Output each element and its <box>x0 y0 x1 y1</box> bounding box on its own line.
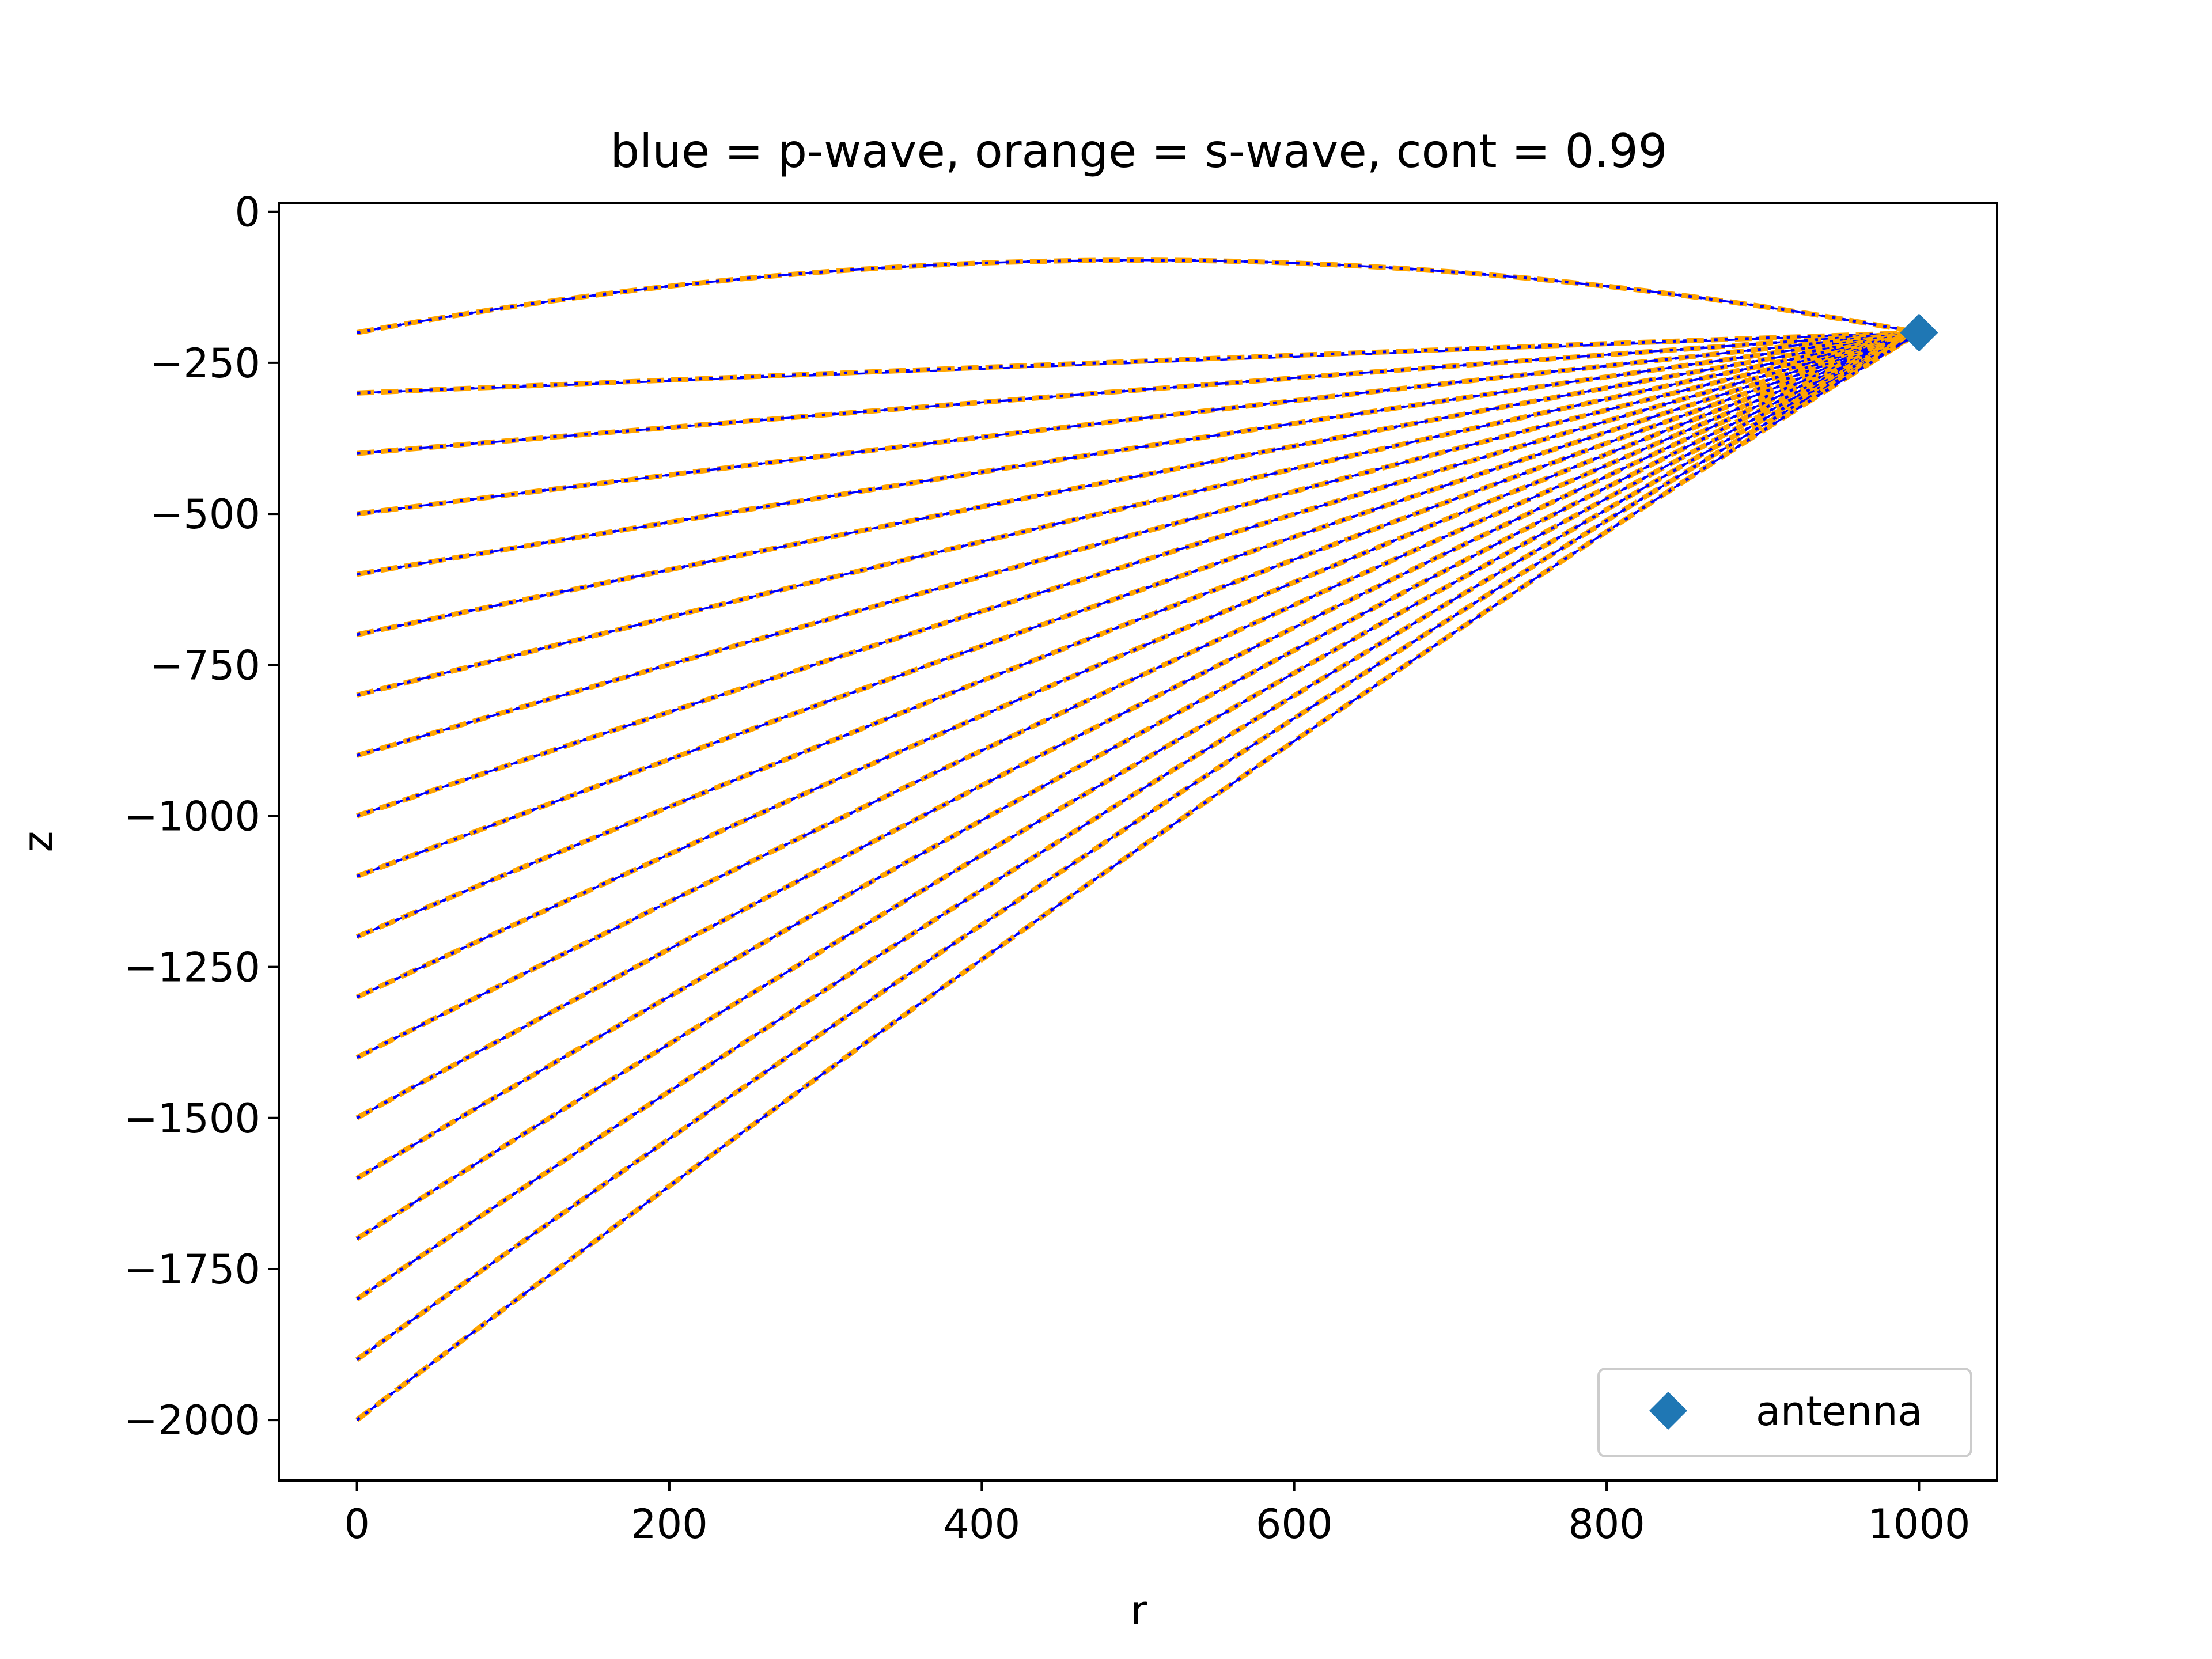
p-wave-ray-dotted-14 <box>356 331 1920 1180</box>
p-wave-ray-solid-16 <box>356 331 1920 1300</box>
p-wave-ray-dotted-18 <box>356 331 1920 1422</box>
s-wave-ray-0 <box>356 257 1920 335</box>
p-wave-ray-dotted-0 <box>357 259 1919 334</box>
p-wave-ray-solid-4 <box>357 331 1919 575</box>
y-tick-label: −1250 <box>124 944 260 991</box>
legend-label-antenna: antenna <box>1756 1388 1922 1435</box>
x-tick-label: 1000 <box>1868 1501 1970 1548</box>
y-axis-label: z <box>14 831 62 853</box>
p-wave-ray-solid-6 <box>357 331 1919 696</box>
chart-title: blue = p-wave, orange = s-wave, cont = 0… <box>610 124 1667 178</box>
p-wave-ray-dotted-17 <box>356 331 1920 1361</box>
p-wave-ray-dotted-7 <box>356 331 1919 757</box>
antenna-marker <box>1900 313 1938 352</box>
x-tick-label: 600 <box>1256 1501 1333 1548</box>
p-wave-ray-solid-18 <box>356 331 1920 1421</box>
p-wave-ray-solid-14 <box>356 331 1920 1180</box>
s-wave-ray-18 <box>355 330 1921 1422</box>
s-wave-ray-3 <box>357 329 1919 517</box>
x-tick-label: 0 <box>344 1501 370 1548</box>
p-wave-ray-dotted-12 <box>356 331 1920 1059</box>
s-wave-ray-5 <box>356 330 1920 638</box>
s-wave-ray-6 <box>356 330 1920 698</box>
y-tick-label: −750 <box>150 642 260 689</box>
p-wave-ray-dotted-8 <box>356 331 1920 817</box>
legend-box <box>1597 1368 1972 1457</box>
s-wave-ray-2 <box>357 329 1919 456</box>
x-tick-label: 200 <box>631 1501 708 1548</box>
legend: antenna <box>1597 1368 1972 1457</box>
x-axis: 0 200 400 600 800 1000 <box>344 1480 1970 1548</box>
p-wave-ray-dotted-3 <box>357 331 1919 516</box>
p-wave-ray-dotted-2 <box>357 331 1919 455</box>
p-wave-ray-dotted-1 <box>357 331 1919 395</box>
y-tick-label: −250 <box>150 340 260 387</box>
y-tick-label: 0 <box>234 189 260 236</box>
p-wave-ray-dotted-15 <box>356 331 1920 1240</box>
s-wave-ray-1 <box>357 329 1919 396</box>
p-wave-ray-dotted-13 <box>356 331 1920 1119</box>
s-wave-ray-16 <box>355 330 1921 1302</box>
axes-frame <box>278 202 1998 1482</box>
y-tick-label: −2000 <box>124 1397 260 1444</box>
s-wave-ray-4 <box>356 330 1920 577</box>
y-axis: 0 −250 −500 −750 −1000 −1250 −1500 −1750 −2000 <box>124 189 279 1444</box>
s-wave-ray-14 <box>355 330 1921 1181</box>
x-tick-label: 400 <box>944 1501 1021 1548</box>
x-axis-label: r <box>1131 1587 1147 1634</box>
p-wave-ray-dotted-4 <box>357 331 1919 576</box>
y-tick-label: −500 <box>150 491 260 538</box>
p-wave-ray-dotted-9 <box>356 331 1920 878</box>
plot-area <box>355 257 1938 1422</box>
s-wave-ray-11 <box>355 330 1921 1000</box>
y-tick-label: −1500 <box>124 1095 260 1142</box>
y-tick-label: −1000 <box>124 793 260 840</box>
x-tick-label: 800 <box>1568 1501 1645 1548</box>
p-wave-ray-dotted-10 <box>356 331 1920 938</box>
legend-diamond-icon <box>1649 1392 1687 1430</box>
y-tick-label: −1750 <box>124 1246 260 1293</box>
p-wave-ray-dotted-16 <box>356 331 1920 1301</box>
p-wave-ray-dotted-6 <box>356 331 1919 697</box>
